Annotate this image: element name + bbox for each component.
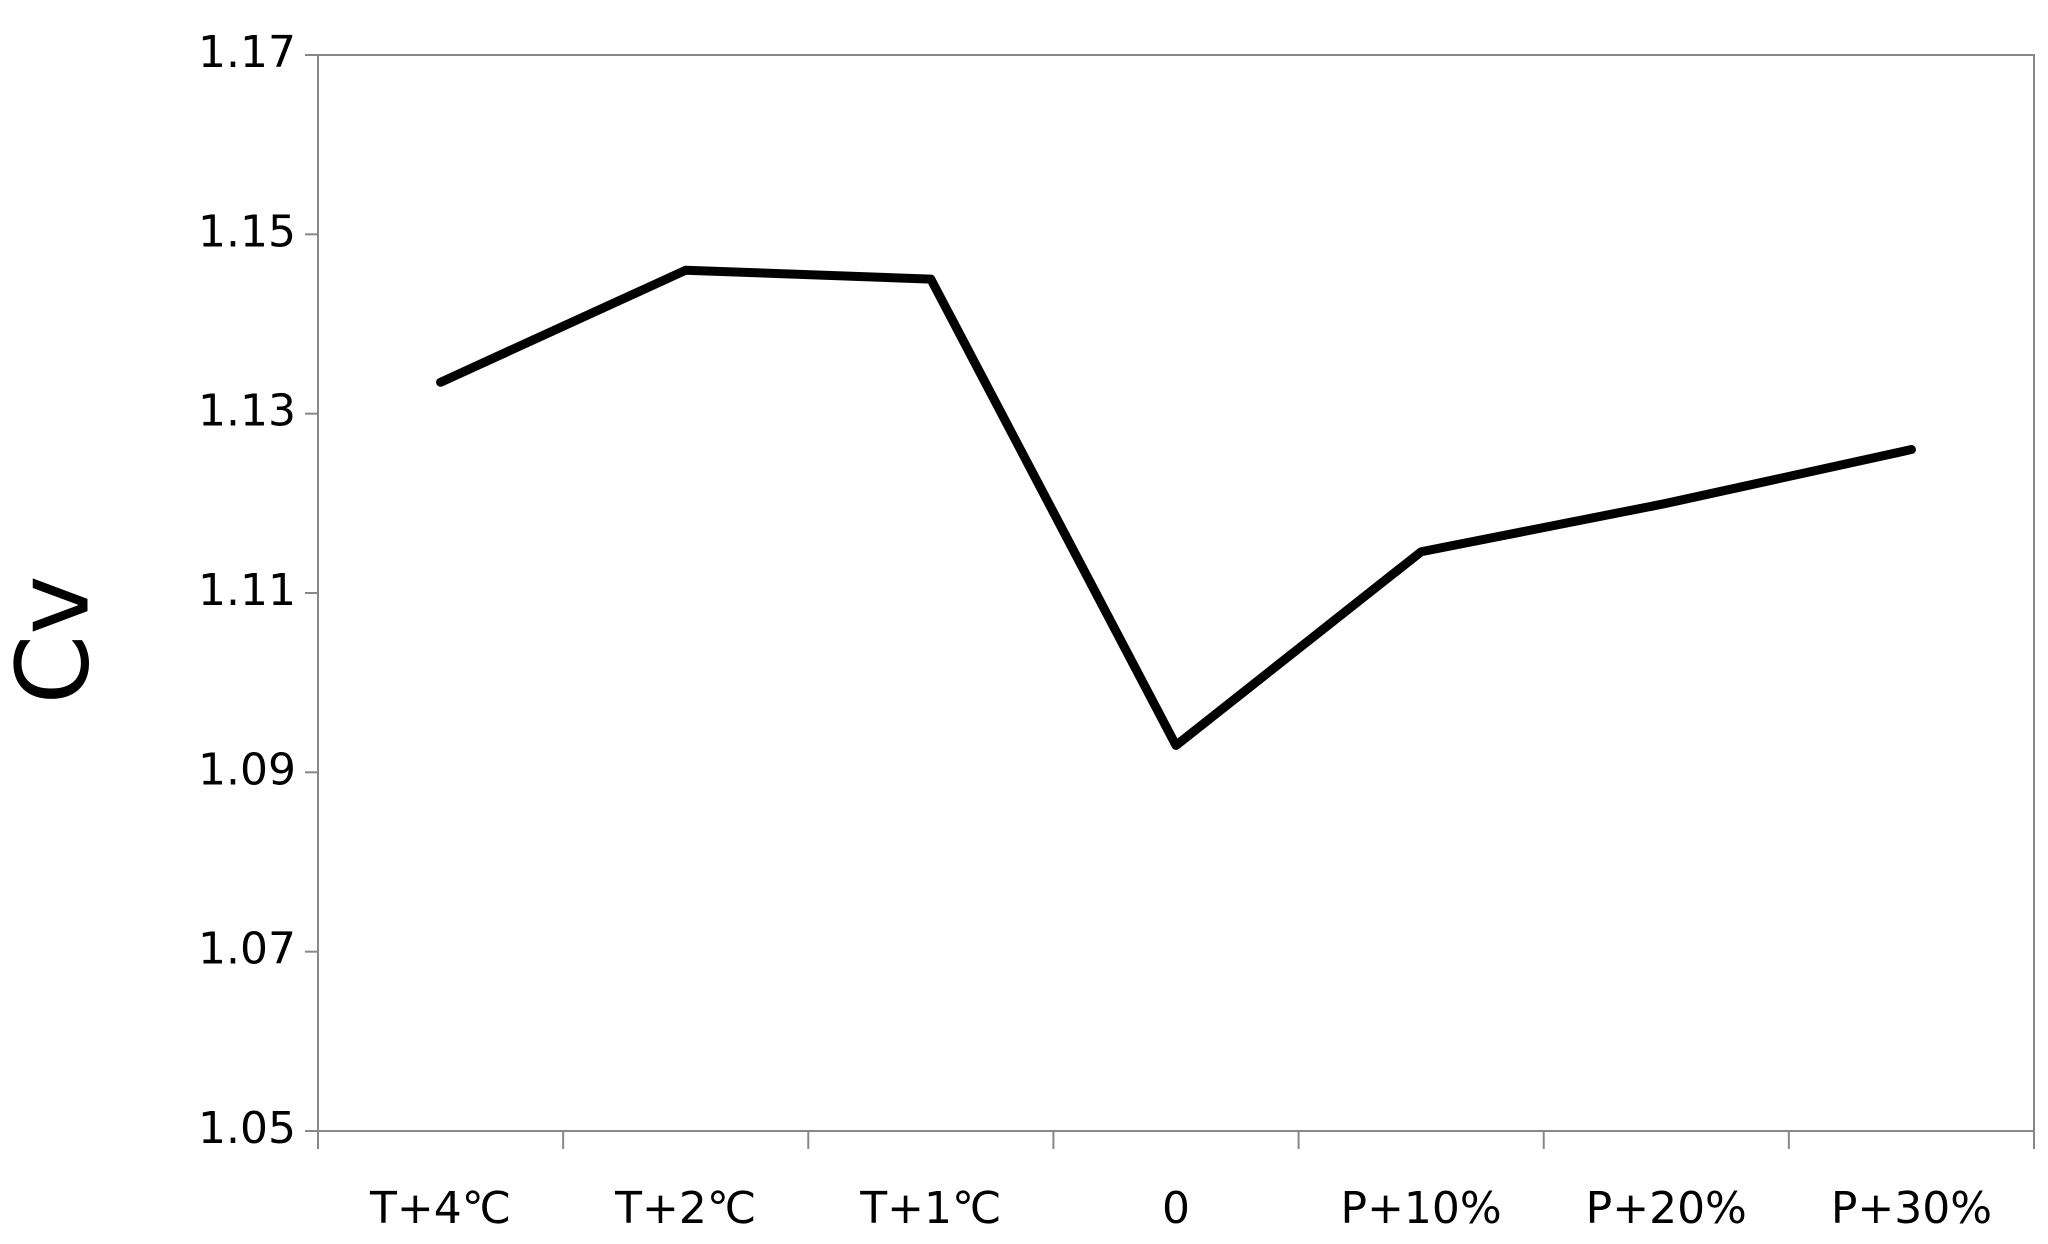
- y-tick-label: 1.11: [198, 565, 296, 616]
- y-tick-label: 1.17: [198, 27, 296, 78]
- x-tick-label: T+2℃: [614, 1183, 756, 1234]
- x-tick-label: P+10%: [1341, 1183, 1502, 1234]
- y-tick-label: 1.09: [198, 744, 296, 795]
- y-tick-label: 1.15: [198, 206, 296, 257]
- plot-frame: [317, 54, 2035, 1132]
- x-tick-label: T+1℃: [859, 1183, 1001, 1234]
- x-tick-label: P+20%: [1586, 1183, 1747, 1234]
- y-tick-label: 1.07: [198, 924, 296, 975]
- data-line: [436, 265, 1916, 750]
- y-tick-label: 1.13: [198, 386, 296, 437]
- x-tick-label: P+30%: [1831, 1183, 1992, 1234]
- x-tick-label: 0: [1162, 1183, 1190, 1234]
- y-tick-label: 1.05: [198, 1103, 296, 1154]
- x-tick-label: T+4℃: [369, 1183, 511, 1234]
- y-axis-label: Cv: [0, 575, 111, 704]
